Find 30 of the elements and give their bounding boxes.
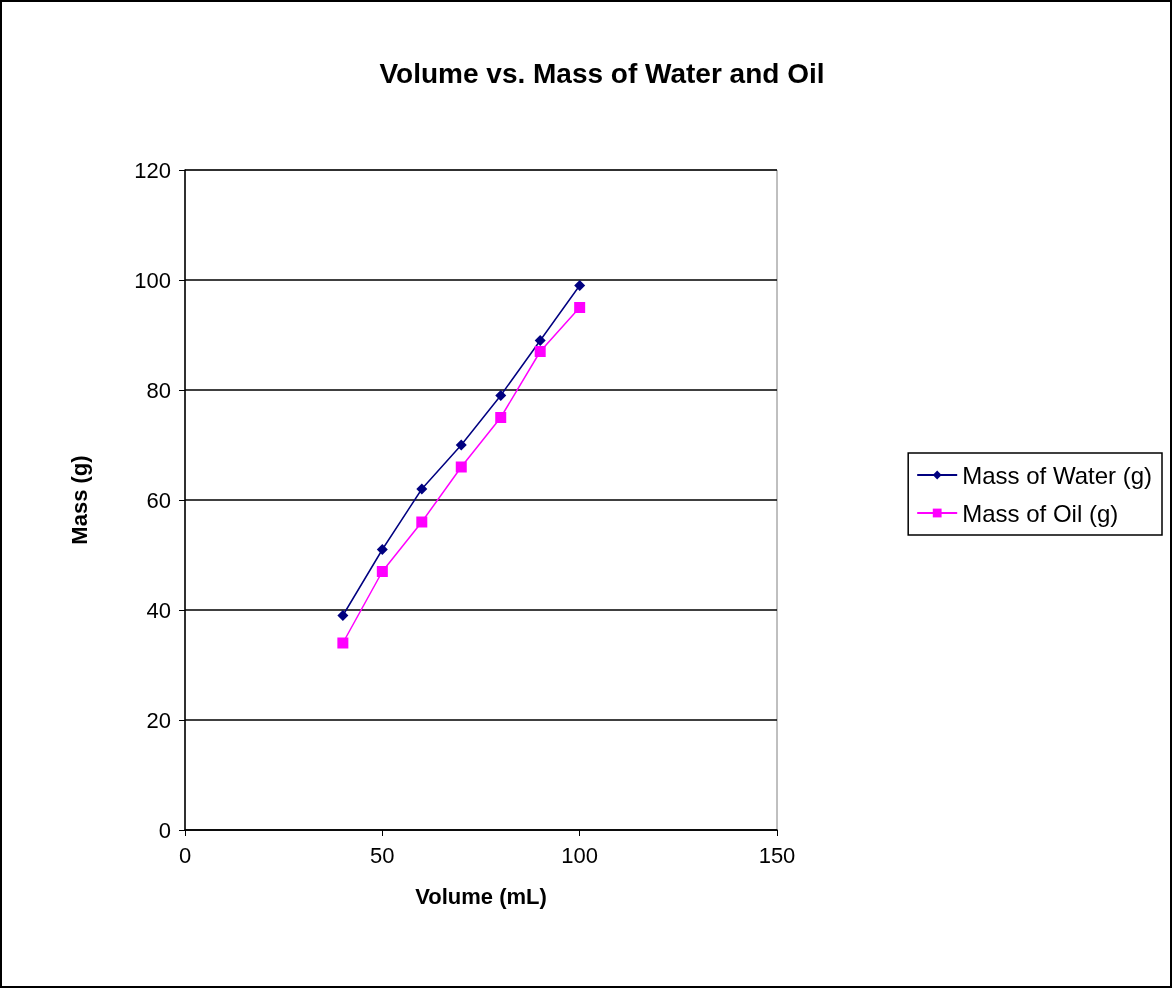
point (376, 544, 388, 555)
y-tick-label: 40 (146, 597, 171, 623)
chart-title: Volume vs. Mass of Water and Oil (379, 57, 825, 89)
point (455, 461, 467, 473)
legend-label: Mass of Water (g) (962, 461, 1152, 489)
point (534, 346, 546, 357)
point (574, 302, 586, 313)
y-tick-label: 20 (146, 707, 171, 733)
point (376, 566, 388, 577)
y-axis-title: Mass (g) (66, 455, 92, 545)
y-tick-label: 120 (134, 157, 171, 183)
point (416, 516, 428, 528)
point (574, 280, 586, 291)
point (337, 637, 349, 649)
point (495, 390, 507, 401)
x-axis-title: Volume (mL) (415, 883, 547, 909)
point (455, 439, 467, 451)
legend-label: Mass of Oil (g) (962, 499, 1119, 527)
x-tick-label: 50 (370, 842, 395, 868)
y-tick-label: 100 (134, 267, 171, 293)
point (337, 610, 349, 621)
y-tick-label: 80 (146, 377, 171, 403)
y-tick-label: 0 (158, 817, 171, 843)
y-tick-label: 60 (146, 487, 171, 513)
x-tick-label: 150 (758, 842, 796, 868)
x-tick-label: 100 (561, 842, 599, 868)
x-tick-label: 0 (178, 842, 192, 868)
point (416, 483, 428, 495)
point (495, 412, 507, 423)
point (534, 335, 546, 346)
